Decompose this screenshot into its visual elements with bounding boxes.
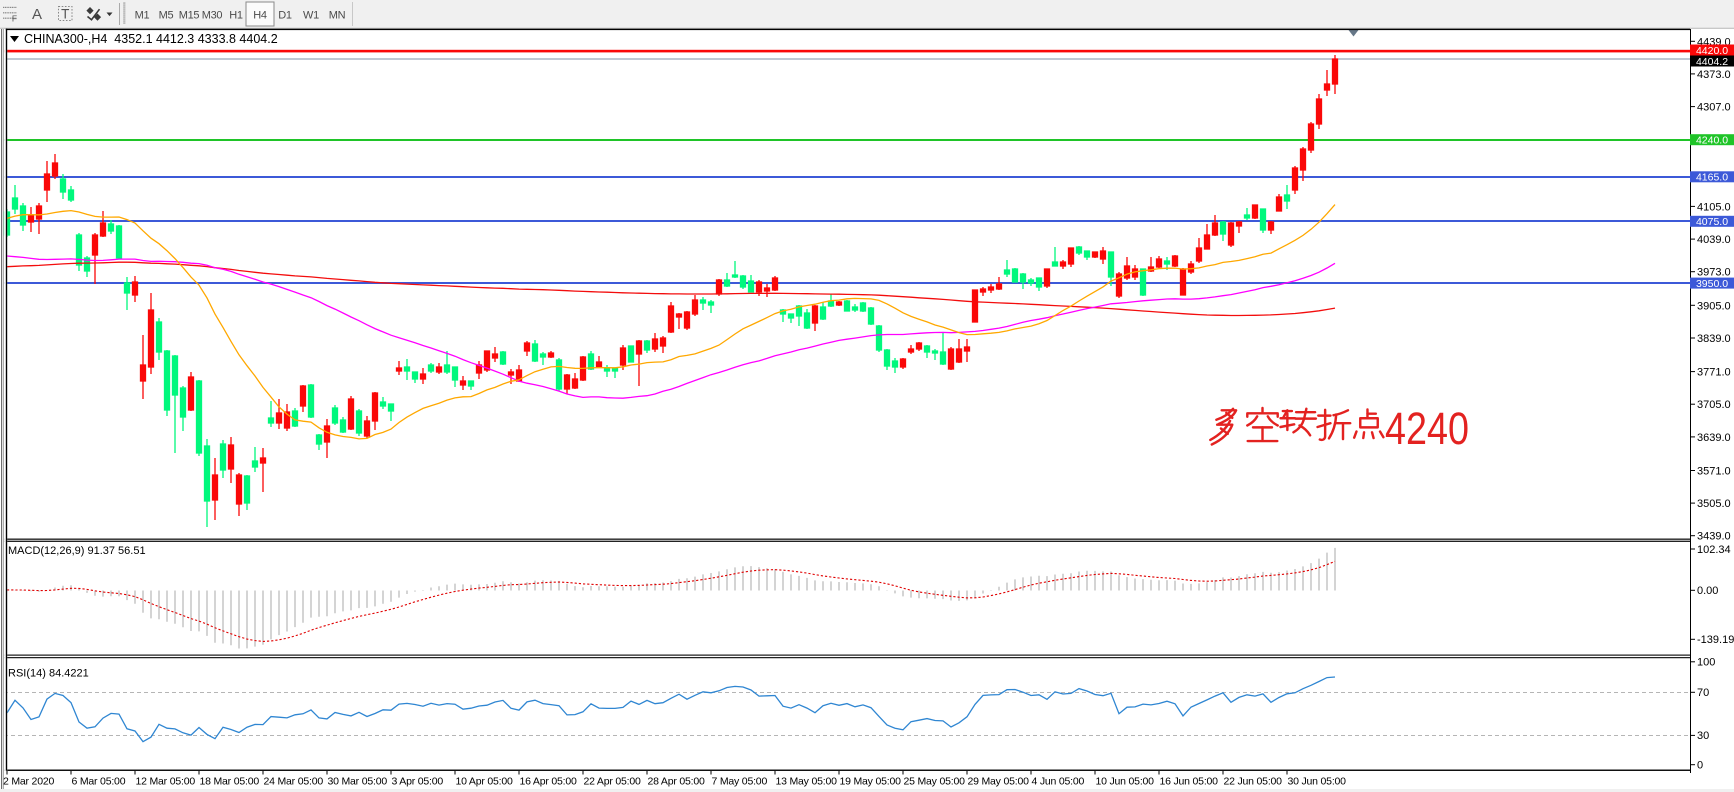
svg-text:10 Apr 05:00: 10 Apr 05:00 [456, 776, 514, 788]
svg-text:4105.0: 4105.0 [1697, 201, 1731, 213]
svg-text:3973.0: 3973.0 [1697, 267, 1731, 279]
svg-text:4307.0: 4307.0 [1697, 102, 1731, 114]
svg-text:MN: MN [329, 10, 346, 22]
svg-text:0: 0 [1697, 760, 1703, 772]
svg-text:CHINA300-,H4 4352.1 4412.3 43: CHINA300-,H4 4352.1 4412.3 4333.8 4404.2 [24, 32, 278, 46]
svg-text:3705.0: 3705.0 [1697, 399, 1731, 411]
svg-text:22 Apr 05:00: 22 Apr 05:00 [584, 776, 642, 788]
svg-text:0.00: 0.00 [1697, 585, 1718, 597]
svg-text:6 Mar 05:00: 6 Mar 05:00 [72, 776, 126, 788]
svg-text:25 May 05:00: 25 May 05:00 [904, 776, 966, 788]
svg-text:100: 100 [1697, 657, 1715, 669]
svg-text:4075.0: 4075.0 [1696, 216, 1728, 228]
svg-text:F: F [12, 14, 17, 24]
svg-text:H1: H1 [229, 10, 243, 22]
svg-text:RSI(14) 84.4221: RSI(14) 84.4221 [8, 668, 89, 680]
svg-text:3505.0: 3505.0 [1697, 498, 1731, 510]
svg-text:4420.0: 4420.0 [1696, 45, 1728, 57]
svg-text:70: 70 [1697, 687, 1709, 699]
svg-text:M1: M1 [135, 10, 150, 22]
svg-text:2 Mar 2020: 2 Mar 2020 [3, 776, 54, 788]
svg-text:4240.0: 4240.0 [1696, 135, 1728, 147]
svg-text:102.34: 102.34 [1697, 544, 1731, 556]
svg-text:24 Mar 05:00: 24 Mar 05:00 [264, 776, 324, 788]
svg-text:4 Jun 05:00: 4 Jun 05:00 [1032, 776, 1085, 788]
svg-text:D1: D1 [278, 10, 292, 22]
svg-text:A: A [32, 6, 42, 23]
svg-text:3439.0: 3439.0 [1697, 531, 1731, 543]
svg-text:4039.0: 4039.0 [1697, 234, 1731, 246]
svg-text:W1: W1 [303, 10, 319, 22]
svg-text:30 Jun 05:00: 30 Jun 05:00 [1288, 776, 1347, 788]
svg-text:19 May 05:00: 19 May 05:00 [840, 776, 902, 788]
svg-text:-139.19: -139.19 [1697, 634, 1734, 646]
svg-text:MACD(12,26,9) 91.37 56.51: MACD(12,26,9) 91.37 56.51 [8, 545, 146, 557]
svg-text:12 Mar 05:00: 12 Mar 05:00 [136, 776, 196, 788]
svg-text:T: T [61, 7, 69, 22]
svg-text:M30: M30 [202, 10, 223, 22]
svg-text:3950.0: 3950.0 [1696, 278, 1728, 290]
svg-text:30: 30 [1697, 730, 1709, 742]
svg-text:3571.0: 3571.0 [1697, 466, 1731, 478]
svg-text:3 Apr 05:00: 3 Apr 05:00 [392, 776, 444, 788]
svg-text:3905.0: 3905.0 [1697, 300, 1731, 312]
svg-text:22 Jun 05:00: 22 Jun 05:00 [1224, 776, 1283, 788]
svg-text:3839.0: 3839.0 [1697, 333, 1731, 345]
svg-text:4373.0: 4373.0 [1697, 69, 1731, 81]
svg-text:30 Mar 05:00: 30 Mar 05:00 [328, 776, 388, 788]
svg-text:10 Jun 05:00: 10 Jun 05:00 [1096, 776, 1155, 788]
svg-text:16 Jun 05:00: 16 Jun 05:00 [1160, 776, 1219, 788]
svg-text:4404.2: 4404.2 [1696, 56, 1728, 68]
svg-text:16 Apr 05:00: 16 Apr 05:00 [520, 776, 578, 788]
svg-text:3639.0: 3639.0 [1697, 432, 1731, 444]
svg-text:4240: 4240 [1385, 403, 1469, 454]
svg-text:7 May 05:00: 7 May 05:00 [712, 776, 768, 788]
svg-text:3771.0: 3771.0 [1697, 367, 1731, 379]
svg-text:28 Apr 05:00: 28 Apr 05:00 [648, 776, 706, 788]
svg-text:M15: M15 [179, 10, 200, 22]
svg-text:M5: M5 [159, 10, 174, 22]
svg-text:4165.0: 4165.0 [1696, 172, 1728, 184]
svg-text:H4: H4 [253, 10, 267, 22]
svg-text:29 May 05:00: 29 May 05:00 [968, 776, 1030, 788]
svg-text:18 Mar 05:00: 18 Mar 05:00 [200, 776, 260, 788]
svg-text:13 May 05:00: 13 May 05:00 [776, 776, 838, 788]
